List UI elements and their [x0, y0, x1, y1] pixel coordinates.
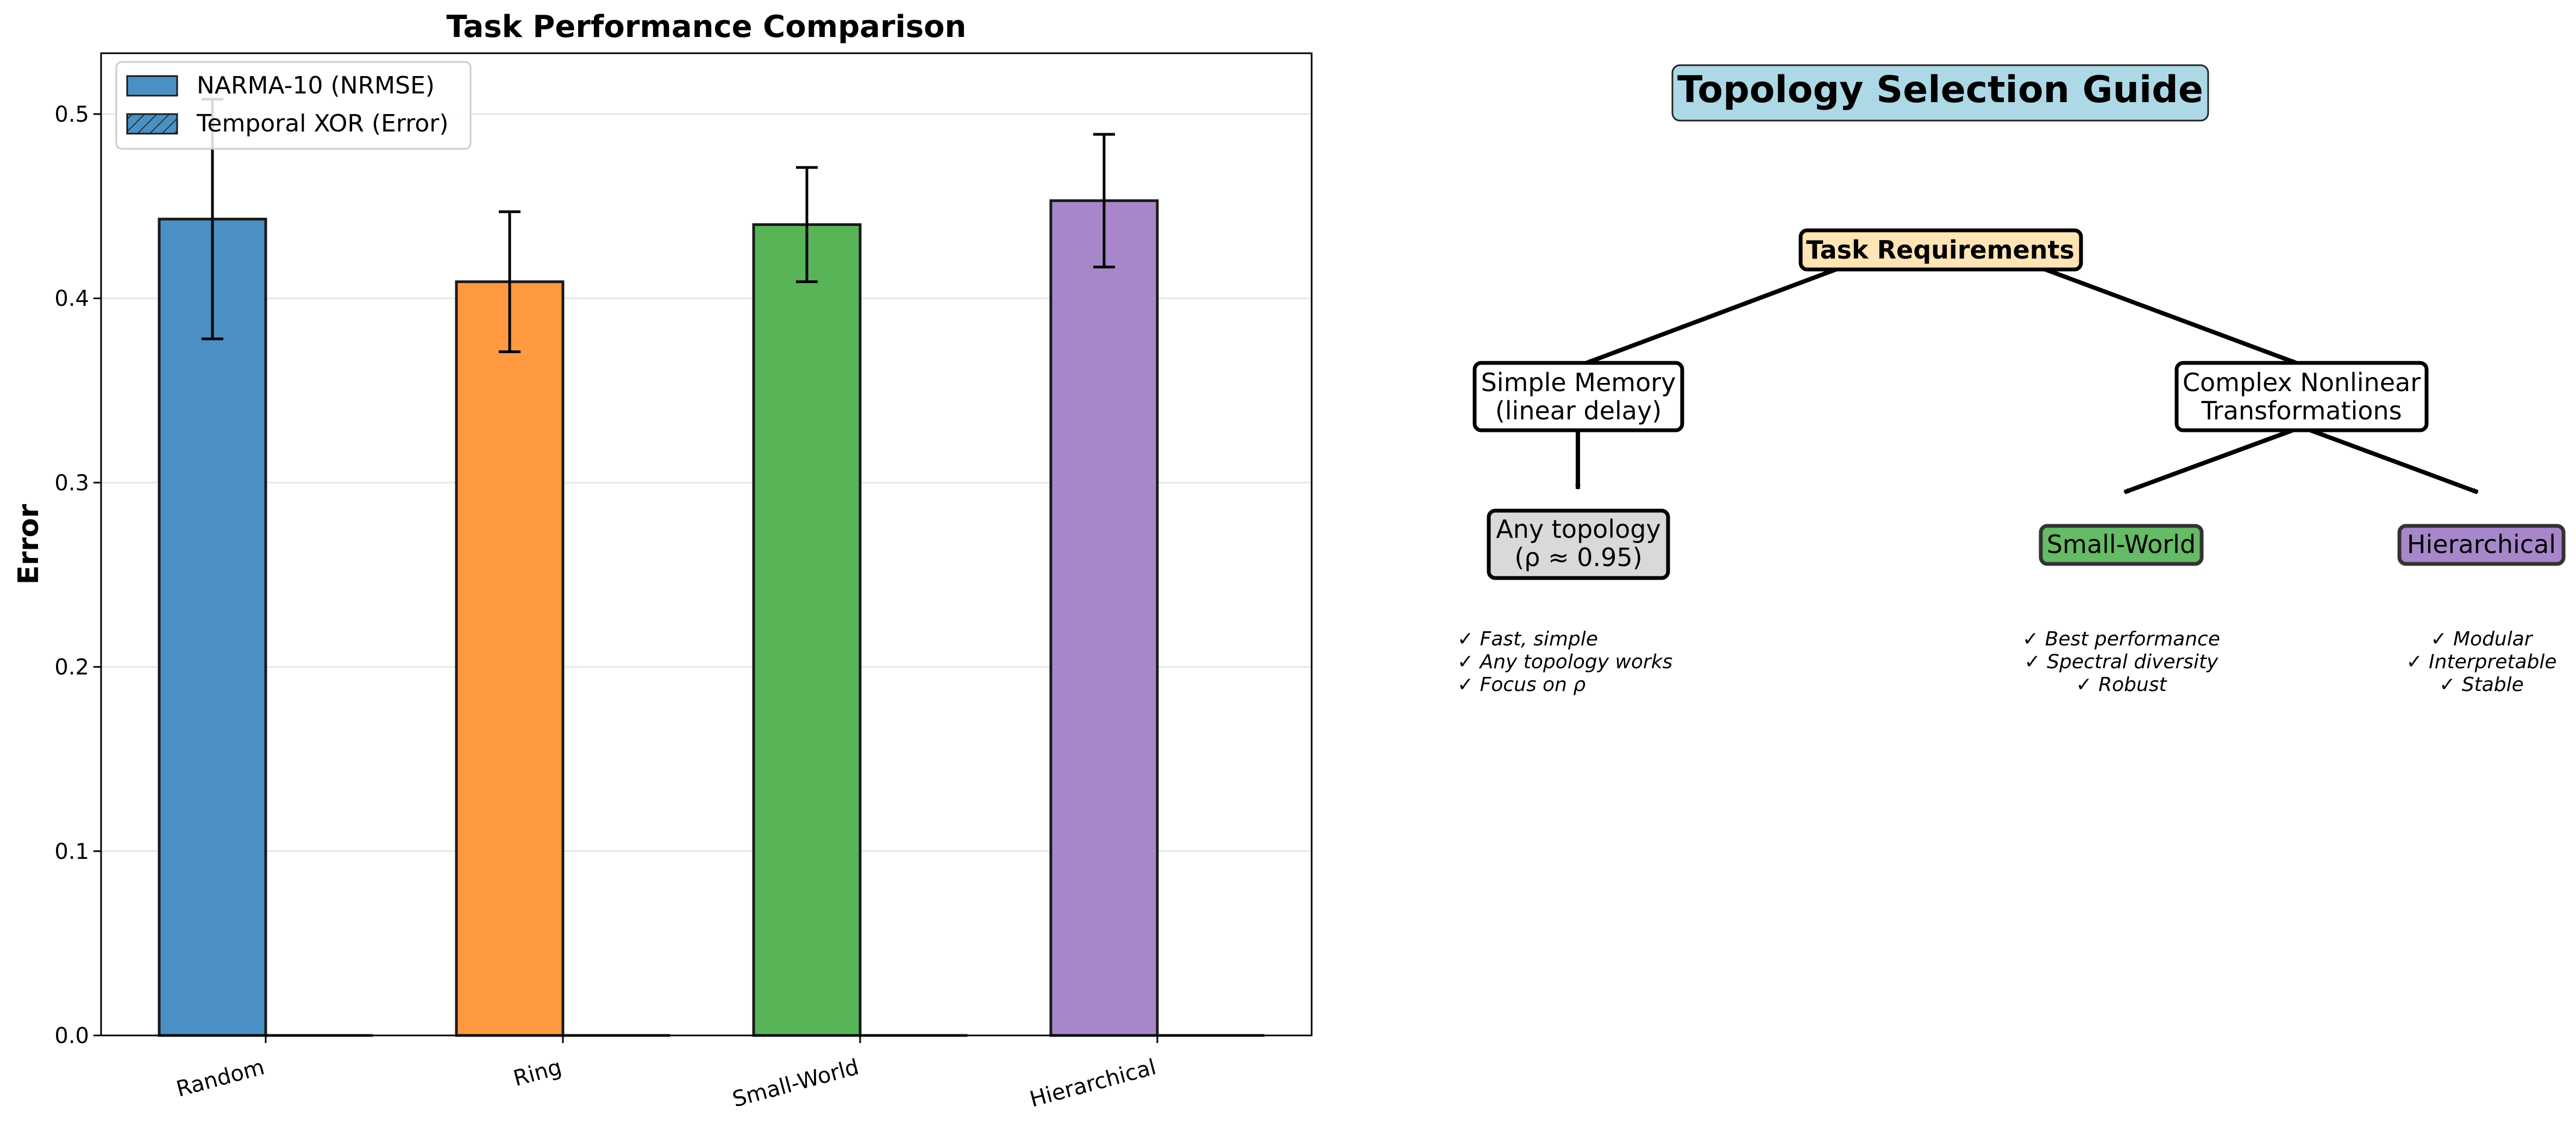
- guide-title: Topology Selection Guide: [1677, 68, 2203, 111]
- any-note-1: ✓ Fast, simple: [1457, 628, 1598, 650]
- x-tick-label: Small-World: [730, 1054, 861, 1112]
- complex-box: [2174, 361, 2429, 432]
- bars-group: [158, 98, 1265, 1037]
- legend-swatch-narma: [126, 75, 178, 97]
- simple-memory-box: [1472, 361, 1684, 432]
- any-note-2: ✓ Any topology works: [1457, 651, 1672, 673]
- legend-label-xor: Temporal XOR (Error): [196, 110, 449, 137]
- hier-note-3: ✓ Stable: [2439, 674, 2524, 696]
- any-notes: ✓ Fast, simple ✓ Any topology works ✓ Fo…: [1457, 628, 1672, 696]
- bar-narma-small-world: [752, 223, 862, 1037]
- topology-guide: Topology Selection Guide Task Requiremen…: [1457, 64, 2566, 696]
- root-node-label: Task Requirements: [1806, 235, 2074, 265]
- guide-title-box: [1671, 64, 2209, 122]
- y-axis-label: Error: [12, 504, 45, 585]
- chart-title: Task Performance Comparison: [447, 9, 967, 45]
- x-tick-label: Hierarchical: [1027, 1054, 1158, 1112]
- legend-label-narma: NARMA-10 (NRMSE): [197, 72, 435, 99]
- hierarchical-label: Hierarchical: [2407, 530, 2556, 559]
- y-tick-label: 0.4: [54, 286, 89, 311]
- any-topology-line1: Any topology: [1496, 514, 1660, 544]
- any-topology-box: [1487, 508, 1670, 580]
- arrow-complex-to-smallworld: [2123, 425, 2303, 494]
- sw-note-3: ✓ Robust: [2076, 674, 2167, 696]
- x-ticks: Random Ring Small-World Hierarchical: [174, 1035, 1159, 1112]
- hier-note-1: ✓ Modular: [2430, 628, 2533, 650]
- simple-memory-line2: (linear delay): [1495, 396, 1662, 425]
- complex-line2: Transformations: [2201, 396, 2402, 425]
- small-world-label: Small-World: [2047, 530, 2196, 559]
- y-tick-label: 0.2: [54, 655, 89, 680]
- y-tick-label: 0.5: [54, 102, 89, 127]
- sw-note-2: ✓ Spectral diversity: [2025, 651, 2219, 673]
- y-tick-label: 0.1: [54, 839, 89, 864]
- bar-chart: Task Performance Comparison 0.0 0.1 0.2 0.3…: [12, 9, 1313, 1112]
- bar-narma-random: [158, 217, 267, 1037]
- root-node-box: [1798, 228, 2083, 272]
- small-world-box: [2039, 524, 2204, 566]
- hierarchical-notes: ✓ Modular ✓ Interpretable ✓ Stable: [2406, 628, 2556, 696]
- complex-line1: Complex Nonlinear: [2183, 368, 2421, 397]
- legend-swatch-xor: [126, 113, 178, 135]
- y-tick-label: 0.0: [54, 1023, 89, 1048]
- x-tick-label: Random: [174, 1054, 267, 1102]
- arrow-complex-to-hierarchical: [2301, 425, 2479, 494]
- hierarchical-box: [2397, 524, 2566, 566]
- legend-frame: [115, 61, 472, 150]
- hier-note-2: ✓ Interpretable: [2406, 651, 2556, 673]
- simple-memory-line1: Simple Memory: [1481, 368, 1676, 397]
- any-topology-line2: (ρ ≈ 0.95): [1514, 543, 1642, 572]
- sw-note-1: ✓ Best performance: [2022, 628, 2220, 650]
- small-world-notes: ✓ Best performance ✓ Spectral diversity …: [2022, 628, 2220, 696]
- legend: NARMA-10 (NRMSE) Temporal XOR (Error): [115, 61, 472, 150]
- bar-narma-ring: [455, 280, 565, 1037]
- y-tick-label: 0.3: [54, 470, 89, 495]
- plot-frame: [100, 52, 1313, 1037]
- any-note-3: ✓ Focus on ρ: [1457, 674, 1585, 696]
- bar-narma-hierarchical: [1049, 199, 1159, 1037]
- y-ticks: 0.0 0.1 0.2 0.3 0.4 0.5: [54, 102, 101, 1048]
- x-tick-label: Ring: [511, 1054, 565, 1091]
